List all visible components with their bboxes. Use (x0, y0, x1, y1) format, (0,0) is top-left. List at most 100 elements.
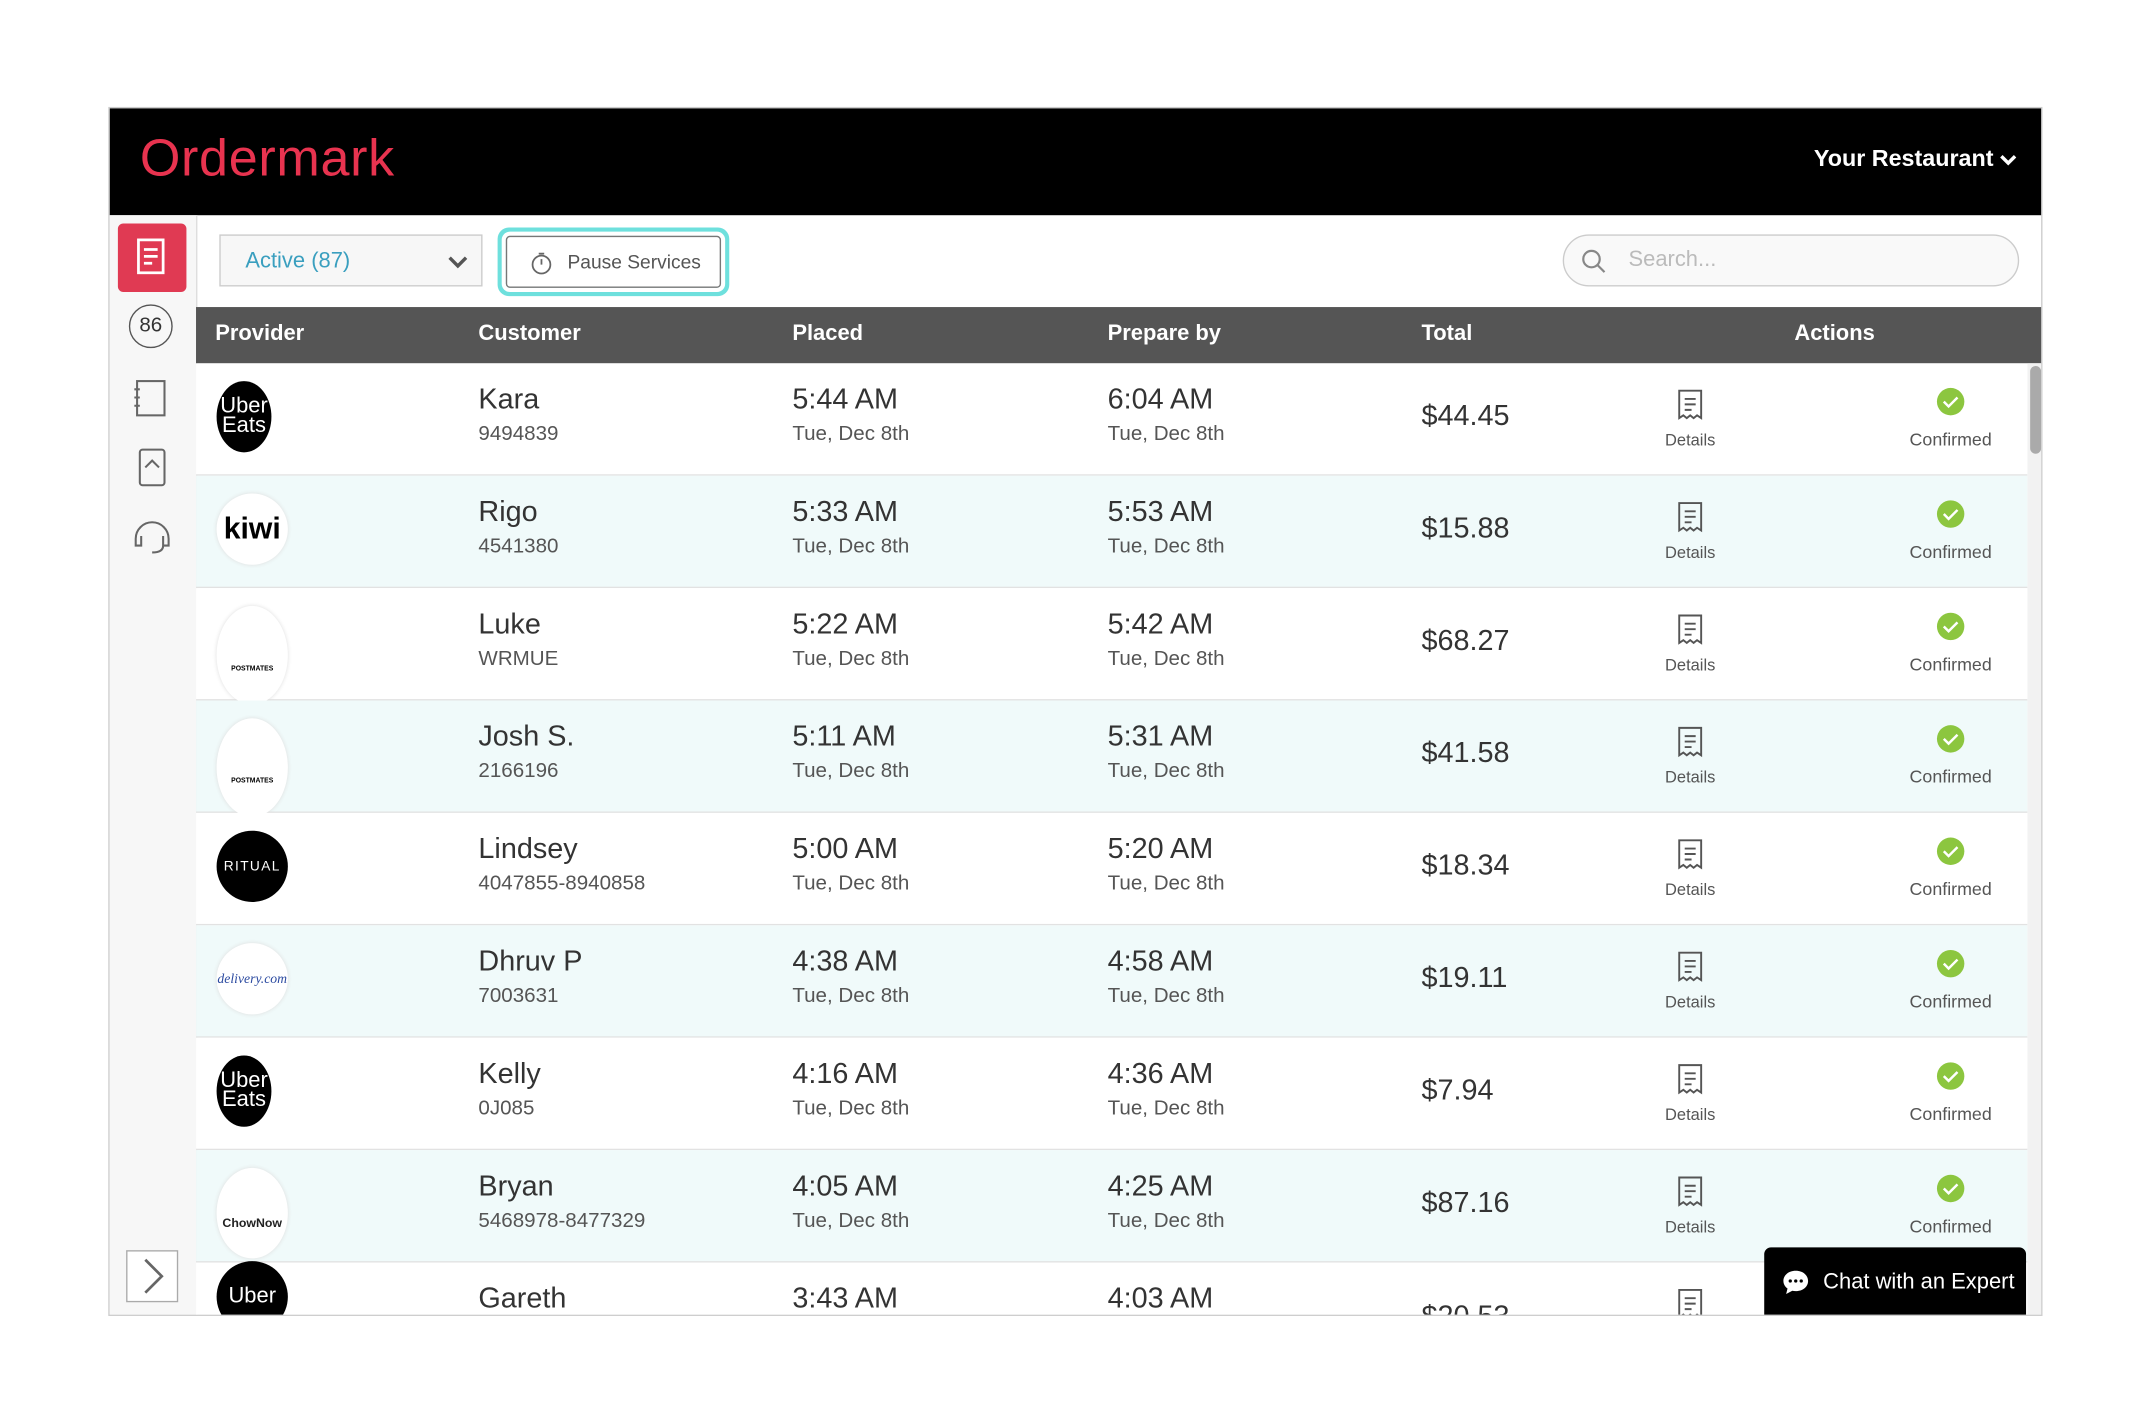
order-row[interactable]: Uber Eats Kelly 0J085 4:16 AM Tue, Dec 8th 4:… (196, 1037, 2028, 1151)
placed-time: 5:00 AM (792, 833, 898, 865)
expand-sidebar[interactable] (126, 1250, 179, 1303)
order-row[interactable]: POSTMATES Luke WRMUE 5:22 AM Tue, Dec 8th 5:4… (196, 588, 2028, 705)
check-icon (1936, 949, 1965, 978)
prepare-time: 5:42 AM (1107, 608, 1214, 641)
customer-name: Lindsey (478, 833, 578, 865)
provider-logo: kiwi (216, 493, 288, 565)
provider-logo: delivery.com (216, 943, 288, 1015)
receipt-icon (1678, 502, 1703, 533)
search-icon (1582, 249, 1606, 273)
support-icon[interactable] (130, 514, 174, 558)
chevron-right (144, 1258, 164, 1294)
order-total: $19.11 (1421, 962, 1508, 994)
status: Confirmed (1882, 949, 2019, 1012)
order-row[interactable]: delivery.com Dhruv P 7003631 4:38 AM Tue, De… (196, 925, 2028, 1038)
provider-logo: ChowNow (216, 1167, 288, 1259)
status-filter[interactable]: Active (87) (219, 234, 483, 287)
details-button[interactable]: Details (1649, 950, 1731, 1012)
status-label: Confirmed (1909, 541, 1992, 563)
status: Confirmed (1882, 1173, 2019, 1236)
order-total: $18.34 (1421, 849, 1510, 882)
restaurant-menu[interactable]: Your Restaurant (1814, 145, 2017, 172)
check-icon (1936, 725, 1965, 753)
menu-icon[interactable] (130, 377, 174, 421)
order-total: $41.58 (1421, 737, 1510, 770)
sidebar: 86 (109, 215, 198, 1315)
status-label: Confirmed (1909, 766, 1992, 787)
placed-date: Tue, Dec 8th (792, 647, 910, 671)
order-total: $68.27 (1421, 625, 1510, 657)
order-id: 5468978-8477329 (478, 1209, 646, 1233)
order-id: 0J085 (478, 1096, 535, 1120)
details-button[interactable]: Details (1649, 500, 1731, 562)
pause-label: Pause Services (567, 250, 701, 273)
column-header: Total (1421, 322, 1473, 346)
receipt-icon (1678, 951, 1703, 982)
details-button[interactable]: Details (1649, 1062, 1731, 1124)
prepare-time: 5:20 AM (1107, 833, 1214, 865)
order-row[interactable]: ChowNow Bryan 5468978-8477329 4:05 AM Tue, D… (196, 1150, 2028, 1263)
details-label: Details (1665, 655, 1716, 675)
order-row[interactable]: Uber Gareth 3:43 AM 4:03 AM $20.53 (196, 1261, 2028, 1315)
prepare-date: Tue, Dec 8th (1107, 422, 1225, 446)
order-row[interactable]: kiwi Rigo 4541380 5:33 AM Tue, Dec 8th 5:53 A… (196, 475, 2028, 589)
placed-time: 5:11 AM (792, 721, 896, 753)
check-icon (1936, 500, 1965, 528)
provider-logo: Uber (216, 1261, 288, 1315)
placed-time: 4:38 AM (792, 945, 898, 978)
details-label: Details (1665, 430, 1716, 450)
order-total: $7.94 (1421, 1074, 1494, 1107)
details-button[interactable]: Details (1649, 1175, 1731, 1236)
placed-date: Tue, Dec 8th (792, 1209, 910, 1233)
orders-nav[interactable] (117, 223, 187, 292)
receipt-icon (1678, 1288, 1703, 1315)
customer-name: Kelly (478, 1058, 541, 1090)
pause-services-button[interactable]: Pause Services (505, 235, 722, 288)
details-button[interactable] (1649, 1287, 1731, 1315)
column-header: Prepare by (1107, 322, 1221, 346)
order-total: $15.88 (1421, 512, 1510, 545)
details-button[interactable]: Details (1649, 838, 1731, 899)
order-row[interactable]: RITUAL Lindsey 4047855-8940858 5:00 AM Tue, … (196, 812, 2028, 926)
provider-logo: Uber Eats (216, 1055, 272, 1127)
status-label: Confirmed (1909, 1215, 1992, 1237)
check-icon (1936, 1062, 1965, 1090)
prepare-date: Tue, Dec 8th (1107, 1096, 1225, 1120)
menu-86-nav[interactable]: 86 (128, 304, 173, 349)
placed-time: 4:16 AM (792, 1058, 898, 1090)
restaurant-name: Your Restaurant (1813, 145, 1994, 172)
customer-name: Kara (478, 383, 540, 416)
order-total: $44.45 (1421, 400, 1510, 432)
placed-date: Tue, Dec 8th (792, 984, 910, 1008)
status: Confirmed (1882, 724, 2019, 787)
order-id: 7003631 (478, 984, 559, 1008)
chat-button[interactable]: Chat with an Expert (1764, 1247, 2027, 1315)
order-total: $20.53 (1422, 1301, 1510, 1315)
column-header: Actions (1794, 322, 1875, 346)
order-row[interactable]: POSTMATES Josh S. 2166196 5:11 AM Tue, Dec 8… (196, 700, 2028, 817)
status-label: Confirmed (1909, 429, 1992, 450)
details-button[interactable]: Details (1649, 388, 1731, 450)
provider-logo: POSTMATES (216, 718, 288, 817)
column-header: Placed (792, 322, 864, 346)
search-box[interactable]: Search... (1562, 234, 2020, 287)
prepare-date: Tue, Dec 8th (1107, 984, 1225, 1008)
receipt-icon (1678, 839, 1703, 870)
details-button[interactable]: Details (1649, 613, 1731, 675)
timer-icon (531, 252, 552, 275)
brand-logo[interactable]: Ordermark (139, 130, 395, 188)
prepare-time: 4:03 AM (1107, 1283, 1214, 1315)
device-icon[interactable] (130, 446, 174, 490)
app-frame: Ordermark Your Restaurant 86 Active (87)… (108, 106, 2043, 1316)
customer-name: Gareth (478, 1283, 567, 1315)
order-row[interactable]: Uber Eats Kara 9494839 5:44 AM Tue, Dec 8th 6… (196, 363, 2028, 476)
customer-name: Luke (478, 608, 541, 641)
details-button[interactable]: Details (1649, 725, 1731, 787)
order-id: 4541380 (478, 534, 559, 558)
order-id: 9494839 (478, 422, 559, 446)
orders-table: Uber Eats Kara 9494839 5:44 AM Tue, Dec 8th 6… (196, 363, 2028, 1315)
scroll-thumb[interactable] (2030, 366, 2042, 454)
prepare-date: Tue, Dec 8th (1107, 647, 1225, 671)
